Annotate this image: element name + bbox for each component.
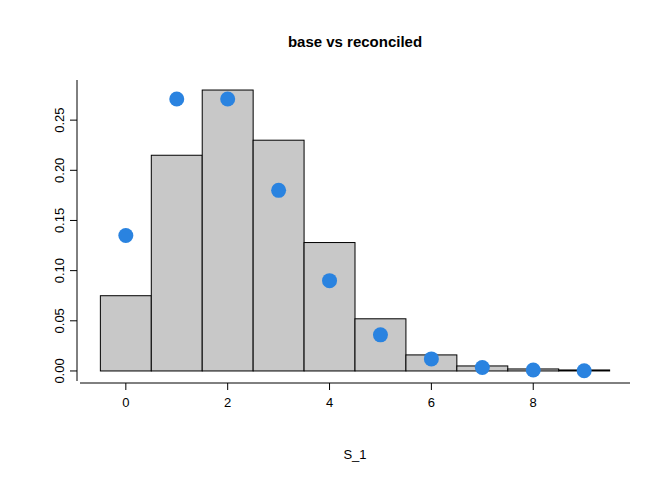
x-tick — [227, 383, 228, 390]
histogram-bar — [253, 140, 304, 371]
histogram-bar — [151, 155, 202, 371]
y-tick-label: 0.15 — [52, 208, 67, 233]
y-tick — [70, 320, 77, 321]
point — [577, 363, 592, 378]
y-tick — [70, 120, 77, 121]
y-tick-label: 0.05 — [52, 308, 67, 333]
y-tick-label: 0.20 — [52, 158, 67, 183]
histogram-bar — [202, 90, 253, 371]
y-tick — [70, 270, 77, 271]
x-axis-label: S_1 — [343, 447, 366, 462]
x-axis — [80, 383, 630, 384]
histogram-bar — [100, 296, 151, 371]
point — [373, 327, 388, 342]
y-tick — [70, 370, 77, 371]
x-tick-label: 6 — [428, 395, 435, 410]
point — [475, 360, 490, 375]
y-axis — [77, 80, 78, 381]
y-tick — [70, 170, 77, 171]
point — [322, 273, 337, 288]
x-tick — [533, 383, 534, 390]
x-tick-label: 0 — [122, 395, 129, 410]
title: base vs reconciled — [288, 33, 422, 50]
chart: 0 2 4 6 8 0.00 0.05 0.10 0.15 0.20 0.25 base vs rec… — [0, 0, 672, 480]
point — [118, 228, 133, 243]
histogram-bar — [304, 243, 355, 371]
point — [169, 92, 184, 107]
y-tick-label: 0.10 — [52, 258, 67, 283]
x-tick-label: 2 — [224, 395, 231, 410]
x-tick-label: 8 — [530, 395, 537, 410]
histogram-bar — [355, 319, 406, 371]
x-tick-label: 4 — [326, 395, 333, 410]
marks — [100, 90, 609, 378]
point — [526, 363, 541, 378]
y-tick-label: 0.25 — [52, 107, 67, 132]
x-tick — [431, 383, 432, 390]
point — [424, 351, 439, 366]
point — [220, 92, 235, 107]
point — [271, 183, 286, 198]
x-tick — [125, 383, 126, 390]
x-tick — [329, 383, 330, 390]
y-tick — [70, 220, 77, 221]
y-tick-label: 0.00 — [52, 358, 67, 383]
